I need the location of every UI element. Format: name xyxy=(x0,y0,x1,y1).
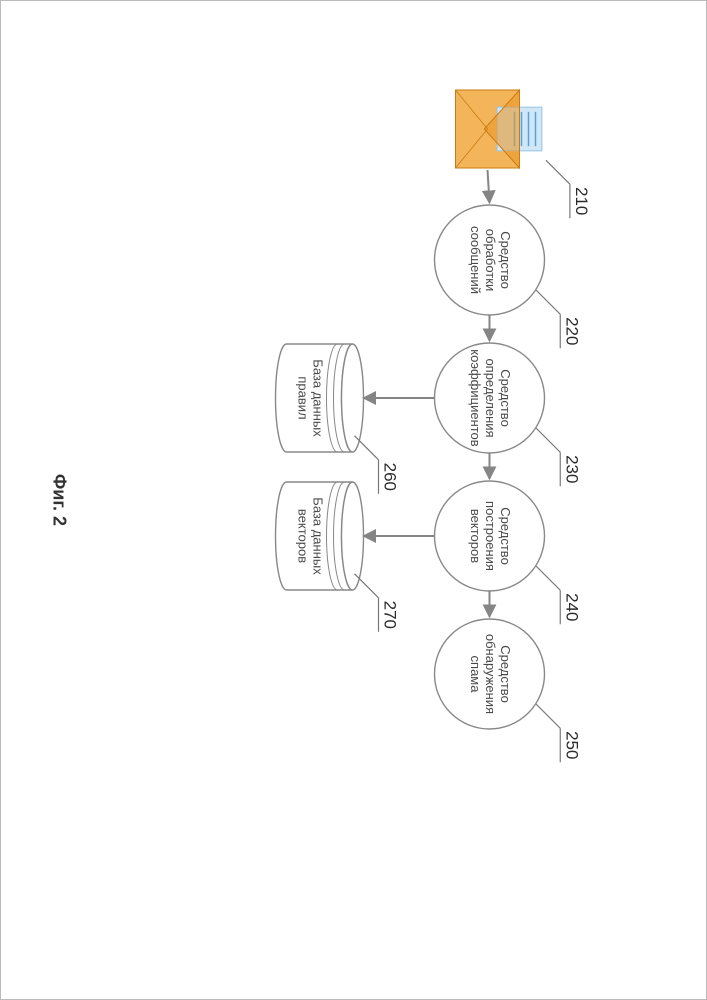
svg-text:коэффициентов: коэффициентов xyxy=(468,349,483,447)
ref-210-leader xyxy=(545,160,569,184)
svg-text:обнаружения: обнаружения xyxy=(483,634,498,714)
svg-text:векторов: векторов xyxy=(468,509,483,563)
ref-240-leader xyxy=(536,566,560,590)
ref-220-leader xyxy=(536,290,560,314)
diagram-canvas: { "caption": "Фиг. 2", "caption_fontsize… xyxy=(48,60,659,940)
ref-230-leader xyxy=(536,428,560,452)
svg-text:определения: определения xyxy=(483,358,498,437)
svg-text:База данных: База данных xyxy=(310,359,325,437)
ref-210: 210 xyxy=(571,187,590,215)
svg-text:обработки: обработки xyxy=(483,229,498,291)
ref-220: 220 xyxy=(562,317,581,345)
ref-260: 260 xyxy=(380,463,399,491)
edge-env-n1 xyxy=(487,170,489,203)
ref-230: 230 xyxy=(562,455,581,483)
svg-text:База данных: База данных xyxy=(310,497,325,575)
svg-text:правил: правил xyxy=(295,376,310,419)
svg-text:Средство: Средство xyxy=(498,369,513,427)
figure-caption: Фиг. 2 xyxy=(48,60,69,940)
node-n1-label: Средствообработкисообщений xyxy=(468,226,513,294)
node-n3-label: Средствопостроениявекторов xyxy=(468,501,513,571)
ref-260-leader xyxy=(354,436,378,460)
ref-250-leader xyxy=(536,704,560,728)
ref-270-leader xyxy=(354,574,378,598)
mail-icon xyxy=(455,90,541,168)
ref-240: 240 xyxy=(562,593,581,621)
svg-text:Средство: Средство xyxy=(498,507,513,565)
ref-250: 250 xyxy=(562,731,581,759)
ref-270: 270 xyxy=(380,601,399,629)
svg-text:Средство: Средство xyxy=(498,231,513,289)
svg-text:построения: построения xyxy=(483,501,498,571)
svg-text:векторов: векторов xyxy=(295,509,310,563)
svg-text:Средство: Средство xyxy=(498,645,513,703)
svg-text:сообщений: сообщений xyxy=(468,226,483,294)
svg-text:спама: спама xyxy=(468,656,483,694)
